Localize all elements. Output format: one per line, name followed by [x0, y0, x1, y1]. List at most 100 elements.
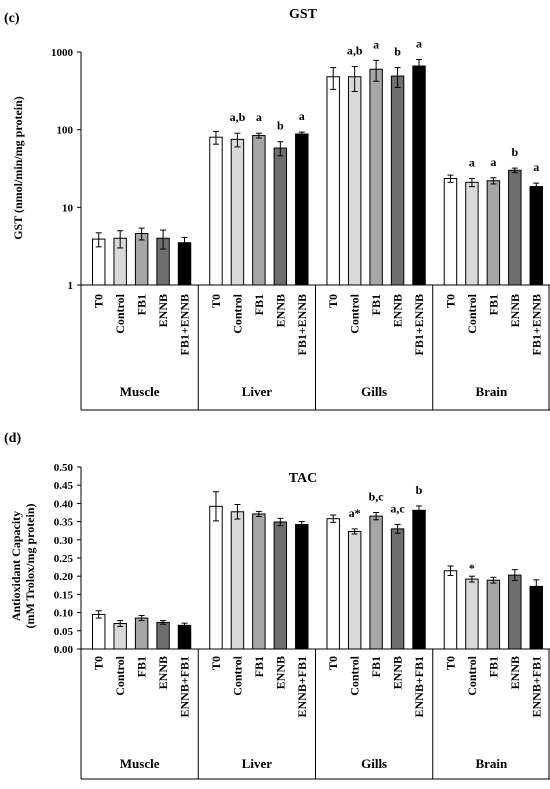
panel-c-label: (c) — [4, 11, 20, 26]
y-tick-label: 0.40 — [54, 498, 74, 510]
group-label: Gills — [361, 756, 387, 771]
bar — [230, 511, 245, 650]
chart-d-title: TAC — [289, 471, 318, 486]
category-label: ENNB — [156, 656, 170, 689]
y-tick-label: 1 — [68, 280, 74, 292]
category-label: T0 — [92, 294, 106, 308]
y-tick-label: 1000 — [51, 47, 74, 59]
bar — [465, 578, 479, 650]
chart-c-ylabel: GST (nmol/min/mg protein) — [11, 96, 25, 240]
panel-d-label: (d) — [4, 431, 21, 446]
bar — [369, 68, 383, 286]
category-label: FB1 — [135, 294, 149, 315]
category-label: FB1 — [369, 294, 383, 315]
bar — [295, 524, 309, 650]
group-label: Muscle — [120, 384, 160, 399]
bar — [486, 180, 501, 286]
y-tick-label: 0.15 — [54, 589, 74, 601]
significance-label: b — [416, 483, 423, 497]
bar — [347, 530, 362, 650]
bar — [295, 133, 309, 286]
bar — [443, 178, 458, 286]
bar — [273, 147, 288, 286]
category-label: FB1+ENNB — [412, 294, 426, 356]
category-label: ENNB — [273, 656, 287, 689]
significance-label: b — [277, 119, 284, 133]
bar — [326, 76, 340, 286]
bar — [134, 617, 149, 650]
significance-label: a — [373, 37, 379, 51]
bar — [465, 181, 479, 286]
significance-label: a* — [349, 506, 361, 520]
group-label: Brain — [475, 384, 508, 399]
bar — [177, 624, 192, 650]
category-label: Control — [348, 293, 362, 333]
y-tick-label: 10 — [62, 202, 74, 214]
significance-label: * — [469, 561, 475, 575]
chart-d-plot: 0.00 0.05 0.10 0.15 0.20 0.25 0.30 0.35 0.40 0.45… — [54, 462, 550, 780]
y-tick-label: 0.45 — [54, 480, 74, 492]
group-label: Muscle — [120, 756, 160, 771]
category-label: ENNB+FB1 — [295, 656, 309, 718]
bar — [209, 505, 223, 650]
group-label: Liver — [242, 756, 273, 771]
group-label: Gills — [361, 384, 387, 399]
y-tick-label: 0.20 — [54, 571, 74, 583]
category-label: ENNB — [508, 294, 522, 327]
category-label: FB1 — [486, 294, 500, 315]
y-tick-label: 0.05 — [54, 626, 74, 638]
bar — [230, 138, 245, 286]
category-label: T0 — [209, 656, 223, 670]
significance-label: a — [469, 156, 475, 170]
category-label: FB1+ENNB — [178, 294, 192, 356]
category-label: T0 — [443, 656, 457, 670]
chart-c-plot: 1 10 100 1000 T0 Control FB1 ENNB FB1+ENNB Muscle… — [51, 37, 550, 411]
significance-label: b — [511, 145, 518, 159]
category-label: T0 — [92, 656, 106, 670]
y-tick-label: 0.10 — [54, 608, 74, 620]
significance-label: a — [299, 109, 305, 123]
category-label: T0 — [443, 294, 457, 308]
bar — [390, 528, 405, 650]
significance-label: a — [533, 160, 539, 174]
category-label: FB1 — [252, 294, 266, 315]
chart-d-ylabel-line1: Antioxidant Capacity — [9, 511, 23, 621]
bar — [529, 186, 543, 286]
category-label: Control — [230, 293, 244, 333]
category-label: FB1 — [135, 656, 149, 677]
y-tick-label: 100 — [57, 125, 74, 137]
bar — [508, 574, 522, 650]
bar — [326, 518, 340, 650]
category-label: T0 — [326, 656, 340, 670]
significance-label: a — [256, 110, 262, 124]
group-label: Liver — [242, 384, 273, 399]
chart-d-ylabel-line2: (mM Trolox/mg protein) — [23, 503, 37, 628]
y-tick-label: 0.30 — [54, 535, 74, 547]
bar — [369, 515, 383, 650]
category-label: ENNB — [508, 656, 522, 689]
category-label: FB1 — [252, 656, 266, 677]
chart-c-title: GST — [289, 7, 318, 22]
significance-label: a — [416, 37, 422, 51]
category-label: T0 — [209, 294, 223, 308]
y-tick-label: 0.25 — [54, 553, 74, 565]
category-label: Control — [230, 655, 244, 695]
category-label: ENNB — [273, 294, 287, 327]
category-label: T0 — [326, 294, 340, 308]
category-label: ENNB — [391, 656, 405, 689]
category-label: ENNB — [391, 294, 405, 327]
significance-label: a,b — [230, 110, 246, 124]
category-label: ENNB+FB1 — [178, 656, 192, 718]
category-label: FB1+ENNB — [295, 294, 309, 356]
bar — [529, 585, 543, 650]
bar — [486, 579, 501, 650]
category-label: ENNB+FB1 — [529, 656, 543, 718]
y-tick-label: 0.00 — [54, 644, 74, 656]
bar — [113, 623, 127, 650]
bar — [347, 76, 362, 286]
significance-label: b — [394, 45, 401, 59]
category-label: FB1+ENNB — [529, 294, 543, 356]
bar — [508, 169, 522, 286]
category-label: FB1 — [486, 656, 500, 677]
category-label: Control — [113, 293, 127, 333]
